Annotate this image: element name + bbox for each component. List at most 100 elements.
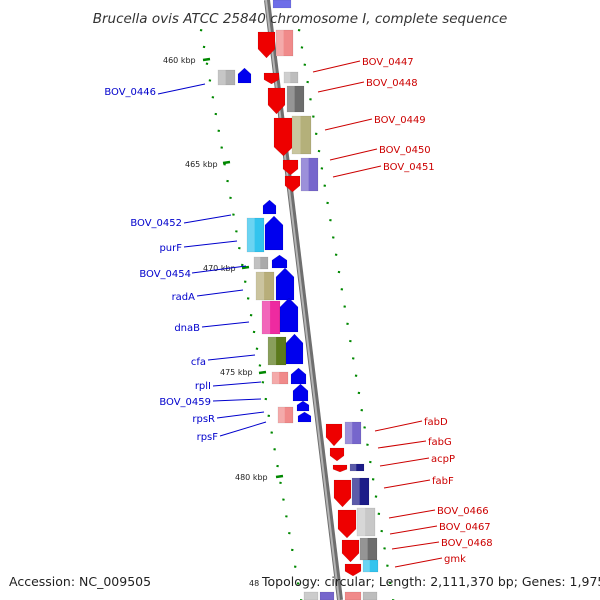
leader-line-right	[388, 509, 436, 519]
cog-box-bottom-d	[303, 591, 319, 600]
tick-label: 470 kbp	[203, 264, 236, 273]
gene-arrow-bov0450	[282, 159, 299, 176]
cog-box-fabf	[351, 477, 370, 506]
gene-label-left: purF	[159, 243, 182, 254]
leader-line-right	[379, 457, 430, 467]
gene-arrow-bov0447a	[257, 31, 276, 59]
cog-box-top	[272, 0, 292, 9]
cog-box-fabd-shine	[345, 422, 353, 444]
gene-label-left: BOV_0459	[159, 397, 211, 408]
leader-line-right	[389, 525, 438, 535]
gene-arrow-rpli	[290, 367, 307, 385]
gene-arrow-fabd	[325, 423, 343, 447]
gene-arrow-bov0452a	[262, 199, 277, 215]
gene-arrow-acpp	[332, 464, 348, 473]
cog-box-bottom-a	[344, 591, 362, 600]
gene-arrow-rpsr	[296, 400, 310, 412]
cog-box-dnab-shine	[262, 301, 271, 334]
cog-box-bov0454	[253, 256, 269, 270]
gene-arrow-fabg	[329, 447, 345, 462]
gene-arrow-rpsf	[297, 411, 312, 423]
scale-ticks: 460 kbp 465 kbp 470 kbp 475 kbp 480 kbp	[163, 56, 284, 482]
gene-arrow-rada	[275, 267, 295, 301]
cog-box-bottom-b	[362, 591, 378, 600]
leader-line-left	[207, 354, 256, 361]
gene-label-left: rpsR	[192, 414, 215, 425]
tick-label: 465 kbp	[185, 160, 218, 169]
cog-box-gmk	[362, 559, 379, 573]
gene-label-left: BOV_0452	[130, 218, 182, 229]
gene-label-right: BOV_0450	[379, 145, 431, 156]
gene-arrow-bov0466	[337, 509, 357, 539]
gene-arrow-bov0467	[341, 539, 360, 563]
gene-arrow-bov0448a	[263, 72, 280, 85]
gene-label-right: BOV_0448	[366, 78, 418, 89]
leader-line-right	[391, 541, 440, 550]
cog-box-rpsr	[277, 406, 294, 424]
gene-label-right: BOV_0449	[374, 115, 426, 126]
cog-box-rada	[255, 271, 275, 301]
cog-box-bov0449	[291, 115, 312, 155]
gene-arrow-bov0451	[284, 175, 301, 193]
tick-mark	[202, 57, 211, 62]
cog-box-rada-shine	[256, 272, 265, 300]
cog-box-fabf-shine	[352, 478, 360, 505]
gene-label-right: acpP	[431, 454, 455, 465]
cog-box-bov0466-shine	[357, 508, 366, 536]
cog-box-bov0448a-shine	[284, 72, 291, 83]
gene-label-right: fabG	[428, 437, 452, 448]
gene-label-right: BOV_0466	[437, 506, 489, 517]
leader-line-left	[183, 240, 238, 248]
gene-label-left: BOV_0454	[139, 269, 191, 280]
cog-box-bov0450	[300, 157, 319, 192]
leader-line-left	[201, 321, 250, 328]
cog-box-bov0454-shine	[254, 257, 261, 269]
leader-line-left	[157, 83, 206, 95]
partial-tick-label: 48	[249, 579, 259, 588]
gene-label-right: gmk	[444, 554, 466, 565]
gene-features	[217, 0, 379, 600]
leader-line-left	[212, 381, 262, 387]
cog-box-bov0466	[356, 507, 376, 537]
cog-box-acpp	[349, 463, 365, 472]
leader-line-right	[329, 148, 378, 161]
leader-line-left	[216, 411, 265, 419]
leader-line-right	[377, 440, 427, 449]
gene-labels: BOV_0447 BOV_0448 BOV_0449 BOV_0450 BOV_0451…	[104, 57, 493, 568]
cog-box-bov0447	[275, 29, 294, 57]
gene-label-left: cfa	[191, 357, 206, 368]
cog-box-purf	[246, 217, 265, 253]
leader-line-left	[191, 265, 247, 274]
gene-label-left: rplI	[195, 381, 211, 392]
cog-box-bov0448	[286, 85, 305, 113]
cog-box-bov0467-shine	[360, 538, 368, 560]
gene-label-left: BOV_0446	[104, 87, 156, 98]
gene-arrow-bov0459	[292, 383, 309, 402]
gene-arrow-cfa	[285, 333, 304, 365]
tick-label: 460 kbp	[163, 56, 196, 65]
leader-line-left	[212, 398, 262, 402]
gene-arrow-purf	[264, 215, 284, 251]
gene-arrow-dnab	[279, 297, 299, 333]
cog-box-bov0446	[217, 69, 236, 86]
gene-arrow-bov0446	[237, 67, 252, 84]
leader-line-right	[394, 557, 443, 568]
tick-mark	[258, 370, 267, 375]
gene-label-left: rpsF	[197, 432, 219, 443]
leader-line-right	[312, 60, 361, 73]
topology-text: Topology: circular; Length: 2,111,370 bp…	[261, 574, 600, 589]
tick-label: 480 kbp	[235, 473, 268, 482]
cog-box-bov0448a	[283, 71, 299, 84]
tick-label: 475 kbp	[220, 368, 253, 377]
leader-line-right	[324, 118, 373, 131]
gene-arrow-fabf	[333, 479, 352, 508]
cog-box-bottom-c	[319, 591, 335, 600]
gene-arrow-gmk	[344, 563, 362, 577]
cog-box-rpsr-shine	[278, 407, 285, 423]
cog-box-purf-shine	[247, 218, 255, 252]
leader-line-left	[196, 289, 244, 297]
cog-box-bov0448-shine	[287, 86, 295, 112]
cog-box-acpp-shine	[350, 464, 357, 471]
